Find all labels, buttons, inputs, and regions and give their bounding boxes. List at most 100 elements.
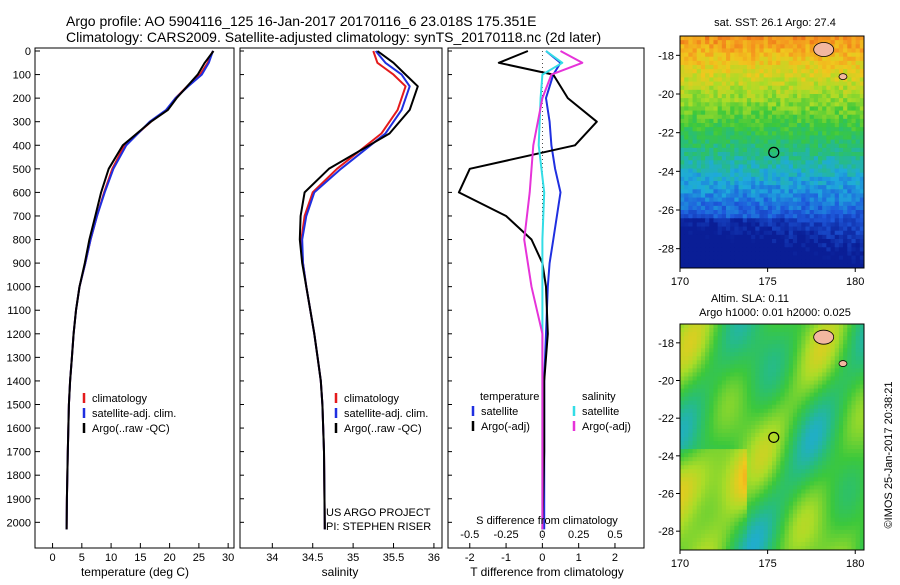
- map-cell: [851, 356, 856, 361]
- map-cell: [739, 256, 744, 261]
- map-cell: [739, 210, 744, 215]
- map-cell: [722, 514, 727, 519]
- top-tick-label: -0.5: [460, 529, 479, 541]
- map-cell: [743, 526, 748, 531]
- map-cell: [843, 381, 848, 386]
- map-cell: [747, 144, 752, 149]
- map-cell: [793, 489, 798, 494]
- map-cell: [709, 502, 714, 507]
- map-cell: [814, 106, 819, 111]
- map-cell: [701, 372, 706, 377]
- map-cell: [847, 82, 852, 87]
- map-cell: [722, 235, 727, 240]
- map-cell: [801, 173, 806, 178]
- map-cell: [759, 352, 764, 357]
- map-cell: [747, 152, 752, 157]
- map-cell: [743, 40, 748, 45]
- map-cell: [709, 437, 714, 442]
- map-cell: [713, 364, 718, 369]
- map-cell: [739, 227, 744, 232]
- map-cell: [701, 437, 706, 442]
- map-cell: [701, 164, 706, 169]
- map-cell: [818, 222, 823, 227]
- map-cell: [764, 198, 769, 203]
- map-cell: [688, 405, 693, 410]
- map-cell: [730, 156, 735, 161]
- map-cell: [822, 102, 827, 107]
- map-cell: [751, 251, 756, 256]
- map-cell: [818, 393, 823, 398]
- map-cell: [764, 98, 769, 103]
- map-cell: [730, 119, 735, 124]
- map-cell: [768, 465, 773, 470]
- map-cell: [768, 469, 773, 474]
- y-tick-label: 1500: [7, 399, 31, 411]
- map-cell: [726, 385, 731, 390]
- map-cell: [684, 506, 689, 511]
- map-cell: [780, 156, 785, 161]
- map-cell: [785, 336, 790, 341]
- map-cell: [722, 251, 727, 256]
- map-cell: [751, 94, 756, 99]
- map-cell: [822, 57, 827, 62]
- map-cell: [810, 376, 815, 381]
- map-cell: [734, 231, 739, 236]
- map-cell: [680, 324, 685, 329]
- map-cell: [726, 53, 731, 58]
- map-cell: [831, 193, 836, 198]
- map-cell: [697, 57, 702, 62]
- map-cell: [713, 530, 718, 535]
- map-cell: [847, 372, 852, 377]
- map-cell: [743, 65, 748, 70]
- map-cell: [822, 231, 827, 236]
- map-cell: [701, 119, 706, 124]
- map-cell: [722, 498, 727, 503]
- map-cell: [801, 441, 806, 446]
- series-line-argo: [67, 51, 214, 529]
- map-cell: [856, 53, 861, 58]
- map-cell: [847, 222, 852, 227]
- map-cell: [851, 510, 856, 515]
- map-cell: [697, 526, 702, 531]
- map-cell: [722, 372, 727, 377]
- top-tick-label: 0.25: [568, 529, 589, 541]
- map-cell: [747, 48, 752, 53]
- map-cell: [680, 445, 685, 450]
- map-cell: [751, 437, 756, 442]
- map-cell: [755, 336, 760, 341]
- map-cell: [718, 389, 723, 394]
- map-cell: [726, 131, 731, 136]
- x-tick-label: 35.5: [383, 552, 404, 564]
- map-cell: [739, 69, 744, 74]
- map-cell: [739, 198, 744, 203]
- map-cell: [797, 94, 802, 99]
- map-cell: [739, 127, 744, 132]
- map-cell: [688, 222, 693, 227]
- map-cell: [847, 160, 852, 165]
- map-cell: [814, 457, 819, 462]
- map-cell: [856, 140, 861, 145]
- map-cell: [780, 489, 785, 494]
- map-cell: [822, 198, 827, 203]
- map-cell: [693, 181, 698, 186]
- map-cell: [801, 332, 806, 337]
- map-cell: [801, 227, 806, 232]
- map-cell: [684, 239, 689, 244]
- map-cell: [697, 364, 702, 369]
- map-cell: [693, 98, 698, 103]
- map-cell: [839, 368, 844, 373]
- map-cell: [856, 156, 861, 161]
- map-cell: [814, 77, 819, 82]
- map-cell: [755, 222, 760, 227]
- map-cell: [856, 135, 861, 140]
- map-cell: [835, 127, 840, 132]
- map-cell: [730, 140, 735, 145]
- map-cell: [709, 222, 714, 227]
- map-cell: [759, 437, 764, 442]
- map-cell: [851, 393, 856, 398]
- map-cell: [797, 193, 802, 198]
- map-cell: [789, 239, 794, 244]
- map-cell: [793, 144, 798, 149]
- map-cell: [797, 144, 802, 149]
- map-cell: [851, 256, 856, 261]
